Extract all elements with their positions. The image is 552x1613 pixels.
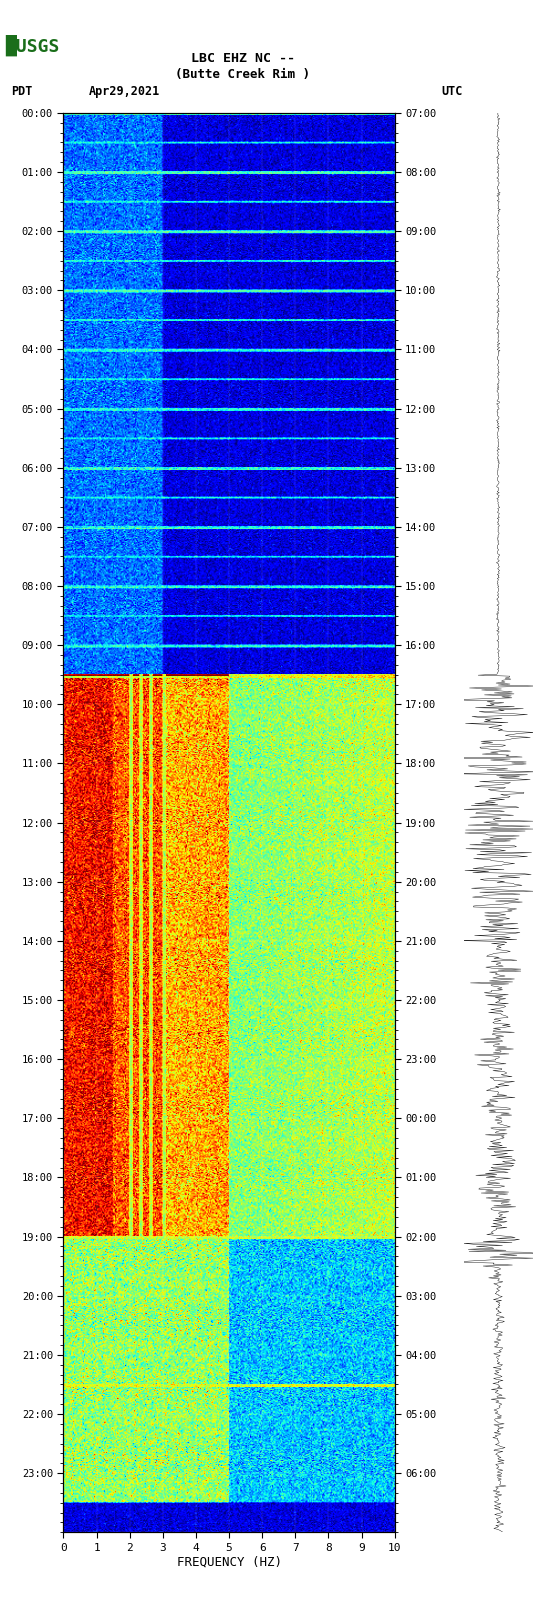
Text: PDT: PDT (11, 85, 33, 98)
Text: █USGS: █USGS (6, 34, 60, 56)
Text: UTC: UTC (442, 85, 463, 98)
Text: Apr29,2021: Apr29,2021 (88, 85, 160, 98)
X-axis label: FREQUENCY (HZ): FREQUENCY (HZ) (177, 1555, 282, 1568)
Text: LBC EHZ NC --: LBC EHZ NC -- (191, 52, 295, 65)
Text: (Butte Creek Rim ): (Butte Creek Rim ) (176, 68, 310, 81)
